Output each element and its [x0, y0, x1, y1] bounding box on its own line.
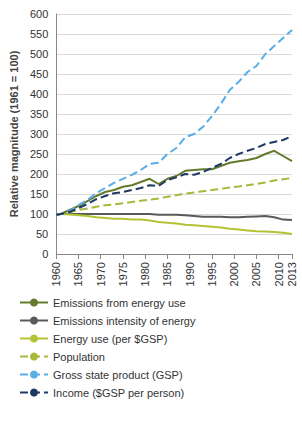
svg-text:Gross state product (GSP): Gross state product (GSP)	[53, 369, 183, 381]
svg-text:Relative magnitude (1961 = 100: Relative magnitude (1961 = 100)	[8, 50, 20, 217]
svg-text:250: 250	[30, 148, 48, 160]
svg-text:1995: 1995	[206, 262, 218, 286]
svg-text:Income ($GSP per person): Income ($GSP per person)	[53, 387, 184, 399]
svg-text:Energy use (per $GSP): Energy use (per $GSP)	[53, 333, 167, 345]
svg-text:500: 500	[30, 48, 48, 60]
svg-text:200: 200	[30, 168, 48, 180]
svg-text:1990: 1990	[184, 262, 196, 286]
svg-text:450: 450	[30, 68, 48, 80]
svg-text:100: 100	[30, 208, 48, 220]
svg-text:1980: 1980	[139, 262, 151, 286]
svg-text:Emissions from energy use: Emissions from energy use	[53, 297, 186, 309]
svg-text:0: 0	[42, 248, 48, 260]
svg-text:2010: 2010	[273, 262, 285, 286]
svg-text:1985: 1985	[161, 262, 173, 286]
svg-text:2013: 2013	[286, 262, 298, 286]
svg-text:400: 400	[30, 88, 48, 100]
svg-text:2000: 2000	[228, 262, 240, 286]
svg-text:50: 50	[36, 228, 48, 240]
svg-text:2005: 2005	[250, 262, 262, 286]
svg-text:1960: 1960	[50, 262, 62, 286]
svg-text:550: 550	[30, 28, 48, 40]
svg-text:600: 600	[30, 8, 48, 20]
svg-text:1975: 1975	[117, 262, 129, 286]
svg-text:150: 150	[30, 188, 48, 200]
svg-text:1970: 1970	[95, 262, 107, 286]
svg-text:300: 300	[30, 128, 48, 140]
svg-text:1965: 1965	[72, 262, 84, 286]
svg-text:350: 350	[30, 108, 48, 120]
svg-text:Population: Population	[53, 351, 105, 363]
svg-text:Emissions intensity of energy: Emissions intensity of energy	[53, 315, 196, 327]
